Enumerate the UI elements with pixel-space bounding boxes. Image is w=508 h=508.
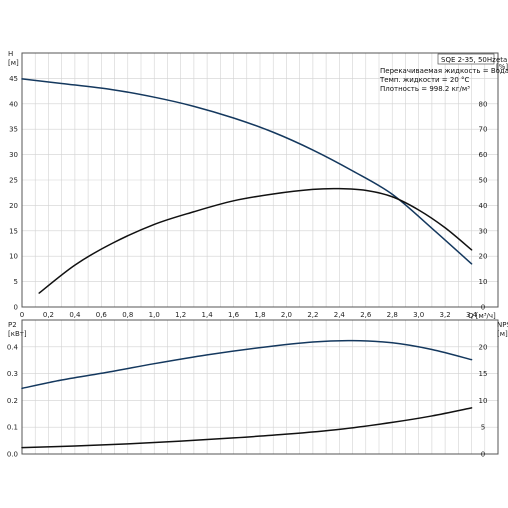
y-right-tick-label: 0 <box>481 304 485 312</box>
y-right-tick-label: 0 <box>481 451 485 459</box>
y-right-tick-label: 30 <box>479 227 488 235</box>
x-tick-label: 2,0 <box>281 311 292 319</box>
x-tick-label: 2,2 <box>307 311 318 319</box>
y-left-tick-label: 0.1 <box>7 424 18 432</box>
model-title: SQE 2-35, 50Hz <box>441 56 496 64</box>
x-tick-label: 3,4 <box>466 311 478 319</box>
x-tick-label: 0,4 <box>69 311 81 319</box>
y-right-tick-label: 40 <box>479 202 488 210</box>
x-tick-label: 0,6 <box>96 311 108 319</box>
y-right-tick-label: 50 <box>479 177 488 185</box>
x-tick-label: 1,6 <box>228 311 240 319</box>
y-right-tick-label: 10 <box>479 397 488 405</box>
y-right-axis-unit: [м] <box>497 330 508 338</box>
plot-frame <box>21 52 499 308</box>
power-npsh-panel: 0.0 0.1 0.2 0.3 0.4 0 5 10 15 20 P2 [кВт] NPSH [… <box>7 319 508 459</box>
series-group <box>21 339 473 449</box>
annotation-density: Плотность = 998.2 кг/м³ <box>380 85 470 93</box>
y-left-tick-labels: 0 5 10 15 20 25 30 35 40 45 <box>9 75 18 312</box>
x-tick-label: 0,8 <box>122 311 133 319</box>
series-line-0 <box>21 339 473 390</box>
y-right-tick-label: 70 <box>479 126 488 134</box>
y-left-axis-unit: [кВт] <box>8 330 27 338</box>
y-left-axis-label: P2 <box>8 321 17 329</box>
plot-frame <box>21 319 499 455</box>
x-tick-label: 1,2 <box>175 311 186 319</box>
y-right-tick-label: 80 <box>479 100 488 108</box>
series-group <box>21 78 473 294</box>
series-line-1 <box>21 407 473 449</box>
x-tick-label: 0 <box>20 311 24 319</box>
y-left-tick-label: 25 <box>9 177 18 185</box>
model-title-box <box>437 53 495 65</box>
y-right-axis-unit: [%] <box>496 63 508 71</box>
y-left-tick-label: 5 <box>14 278 18 286</box>
series-line-1 <box>38 187 473 294</box>
y-left-tick-label: 0.3 <box>7 370 18 378</box>
y-left-tick-labels: 0.0 0.1 0.2 0.3 0.4 <box>7 343 19 458</box>
x-tick-label: 1,4 <box>202 311 214 319</box>
x-tick-label: 1,8 <box>254 311 265 319</box>
y-right-tick-label: 15 <box>479 370 488 378</box>
y-right-tick-label: 60 <box>479 151 488 159</box>
x-tick-label: 1,0 <box>149 311 160 319</box>
x-tick-label: 3,0 <box>413 311 424 319</box>
x-tick-labels: 0 0,2 0,4 0,6 0,8 1,0 1,2 1,4 1,6 1,8 2,0 2,2 2,4 2,6… <box>20 311 478 319</box>
series-line-0 <box>21 78 473 265</box>
annotation-temperature: Темп. жидкости = 20 °C <box>379 76 470 84</box>
y-left-tick-label: 20 <box>9 202 18 210</box>
y-right-tick-label: 20 <box>479 343 488 351</box>
y-left-tick-label: 35 <box>9 126 18 134</box>
y-right-tick-label: 20 <box>479 253 488 261</box>
x-tick-label: 0,2 <box>43 311 54 319</box>
y-left-tick-label: 0.0 <box>7 451 18 459</box>
x-axis-label: Q [м³/ч] <box>468 312 496 320</box>
y-left-axis-unit: [м] <box>8 59 19 67</box>
x-tick-label: 2,4 <box>334 311 346 319</box>
x-tick-label: 2,8 <box>387 311 398 319</box>
y-left-tick-label: 0.4 <box>7 343 19 351</box>
y-left-tick-label: 10 <box>9 253 18 261</box>
y-left-tick-label: 15 <box>9 227 18 235</box>
y-left-tick-label: 45 <box>9 75 18 83</box>
y-left-tick-label: 30 <box>9 151 18 159</box>
x-tick-label: 2,6 <box>360 311 372 319</box>
y-left-tick-label: 0.2 <box>7 397 18 405</box>
y-right-tick-labels: 0 10 20 30 40 50 60 70 80 <box>479 100 488 311</box>
y-right-tick-labels: 0 5 10 15 20 <box>479 343 488 458</box>
annotation-liquid: Перекачиваемая жидкость = Вода <box>380 67 508 75</box>
y-right-axis-label: NPSH <box>497 321 508 329</box>
y-left-tick-label: 40 <box>9 100 18 108</box>
y-right-tick-label: 5 <box>481 424 485 432</box>
y-left-axis-label: H <box>8 50 13 58</box>
x-tick-label: 3,2 <box>440 311 451 319</box>
y-left-tick-label: 0 <box>14 304 18 312</box>
y-right-tick-label: 10 <box>479 278 488 286</box>
head-efficiency-panel: 0 5 10 15 20 25 30 35 40 45 0 10 20 30 40 50 60 70 80 0 0,… <box>8 50 508 320</box>
y-right-axis-label: eta <box>496 56 507 64</box>
